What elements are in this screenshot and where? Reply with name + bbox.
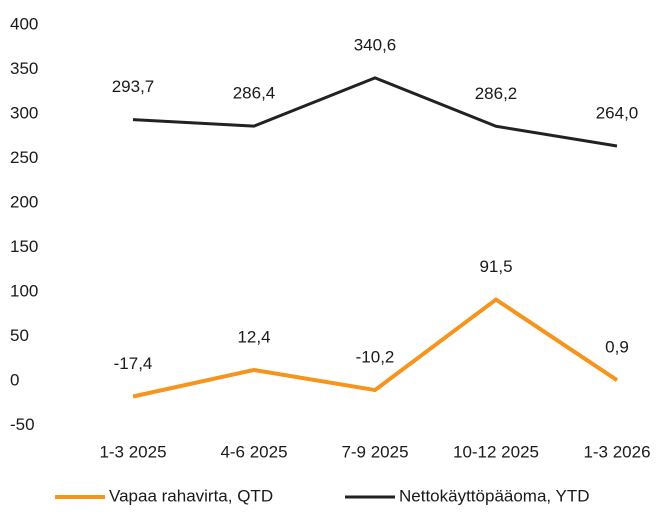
x-tick-label: 4-6 2025 — [220, 442, 287, 461]
series-line — [132, 76, 618, 148]
x-tick-label: 7-9 2025 — [341, 442, 408, 461]
y-tick-label: 50 — [10, 326, 29, 345]
x-tick-label: 10-12 2025 — [453, 442, 539, 461]
y-tick-label: 200 — [10, 192, 38, 211]
y-tick-label: 150 — [10, 237, 38, 256]
data-label: 286,4 — [233, 84, 276, 103]
data-label: 286,2 — [475, 84, 518, 103]
y-tick-label: 400 — [10, 14, 38, 33]
y-tick-label: 250 — [10, 148, 38, 167]
data-label: -10,2 — [356, 348, 395, 367]
data-label: 340,6 — [354, 35, 397, 54]
series-line — [132, 297, 619, 399]
data-label: 0,9 — [605, 338, 629, 357]
data-label: 264,0 — [596, 104, 639, 123]
x-tick-label: 1-3 2026 — [583, 442, 650, 461]
x-tick-label: 1-3 2025 — [99, 442, 166, 461]
legend-label: Nettokäyttöpääoma, YTD — [399, 486, 590, 505]
data-label: 293,7 — [112, 77, 155, 96]
y-tick-label: 350 — [10, 59, 38, 78]
y-tick-label: 300 — [10, 103, 38, 122]
y-tick-label: 0 — [10, 370, 19, 389]
data-label: 91,5 — [479, 257, 512, 276]
data-label: -17,4 — [114, 354, 153, 373]
legend-label: Vapaa rahavirta, QTD — [109, 486, 273, 505]
y-tick-label: 100 — [10, 281, 38, 300]
data-label: 12,4 — [237, 327, 270, 346]
y-tick-label: -50 — [10, 415, 35, 434]
